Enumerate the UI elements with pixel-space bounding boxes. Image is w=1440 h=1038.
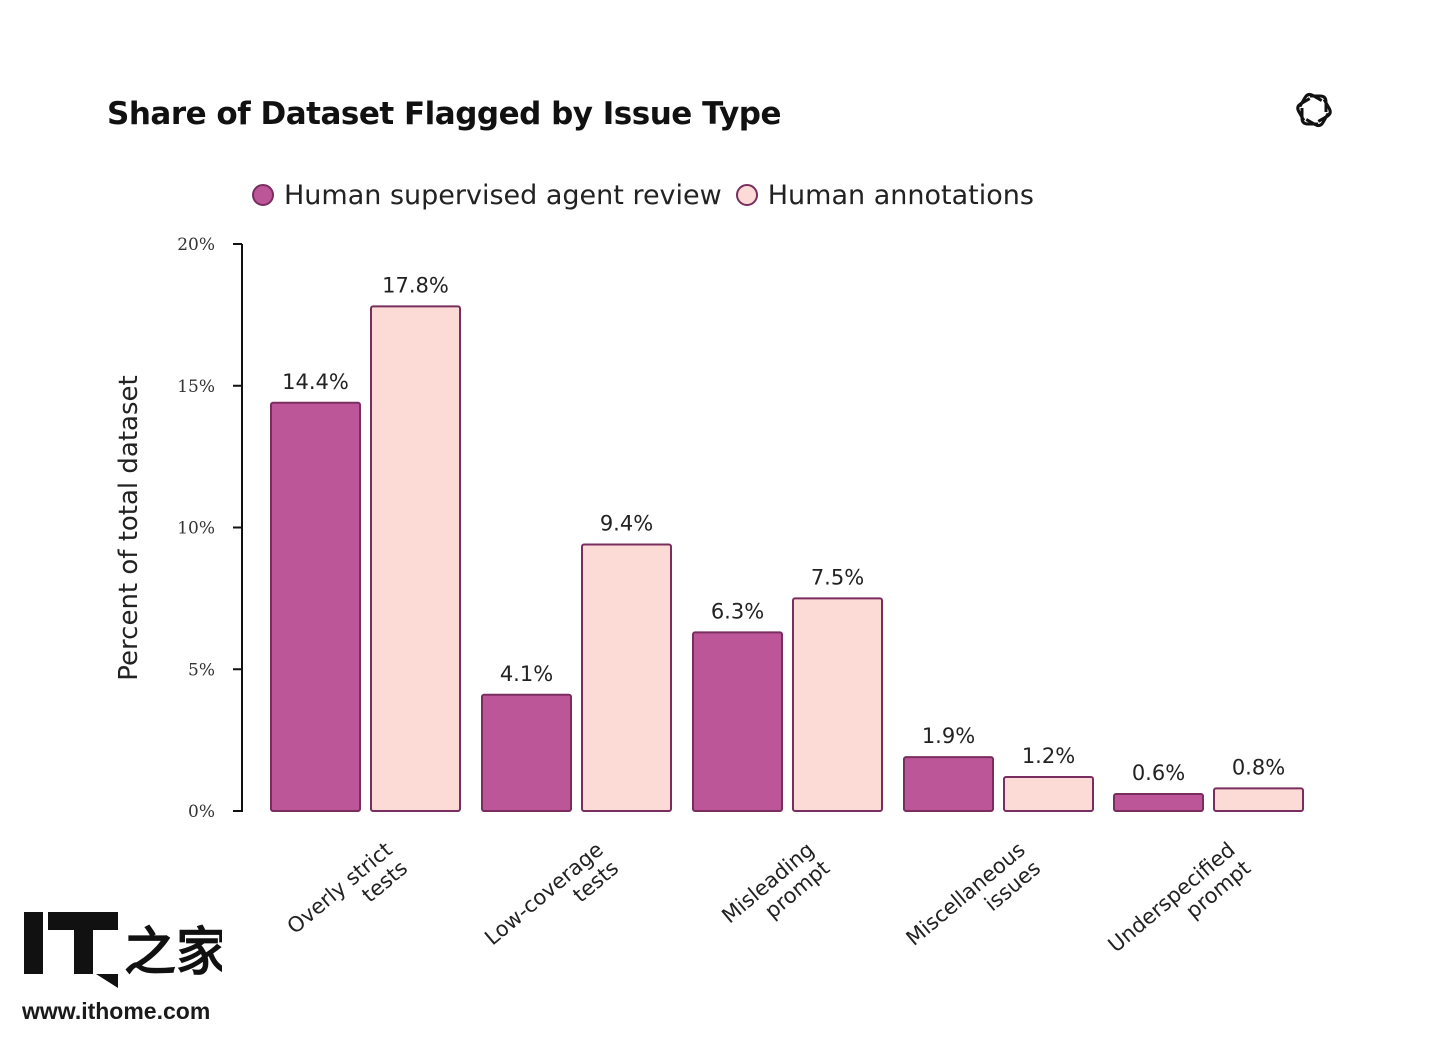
chart-legend: Human supervised agent review Human anno…: [252, 178, 1048, 212]
bar-value-label: 4.1%: [500, 662, 553, 686]
chart-title: Share of Dataset Flagged by Issue Type: [107, 96, 782, 132]
bar-agent-review: [692, 631, 783, 813]
openai-logo-icon: [1296, 93, 1332, 127]
bar-value-label: 14.4%: [282, 370, 349, 394]
y-axis-label: Percent of total dataset: [114, 375, 144, 680]
bar-human-annotations: [792, 597, 883, 812]
x-category-label: Low-coveragetests: [480, 837, 623, 968]
legend-item-series-2: Human annotations: [735, 179, 1034, 211]
bar-value-label: 17.8%: [382, 273, 449, 297]
legend-swatch-series-1: [252, 184, 274, 206]
ithome-watermark: 之家 www.ithome.com: [22, 908, 222, 1028]
x-category-label: Misleadingprompt: [717, 837, 834, 946]
x-category-label: Overly stricttests: [283, 837, 413, 957]
bar-human-annotations: [370, 305, 461, 812]
y-tick-label: 20%: [177, 235, 215, 255]
ithome-logo-suffix: 之家: [124, 923, 222, 983]
bar-value-label: 9.4%: [600, 512, 653, 536]
ithome-url: www.ithome.com: [22, 998, 211, 1024]
bar-agent-review: [1113, 792, 1204, 812]
bar-human-annotations: [1003, 775, 1094, 812]
legend-item-series-1: Human supervised agent review: [252, 180, 722, 211]
bar-agent-review: [270, 401, 361, 812]
x-category-label: Miscellaneousissues: [901, 837, 1045, 968]
bar-agent-review: [903, 756, 994, 813]
legend-label-series-2: Human annotations: [767, 179, 1034, 211]
bar-human-annotations: [1213, 787, 1304, 813]
bar-human-annotations: [581, 543, 672, 812]
bar-value-label: 1.2%: [1022, 744, 1075, 768]
x-category-label: Underspecifiedprompt: [1104, 837, 1256, 975]
bar-value-label: 1.9%: [922, 724, 975, 748]
legend-swatch-series-2: [735, 184, 758, 206]
legend-label-series-1: Human supervised agent review: [284, 179, 722, 211]
bar-value-label: 6.3%: [711, 599, 764, 623]
bar-value-label: 0.8%: [1232, 755, 1285, 779]
y-tick-label: 0%: [188, 802, 215, 822]
bar-value-label: 0.6%: [1132, 761, 1185, 785]
bar-agent-review: [481, 693, 572, 813]
ithome-logo-icon: 之家: [24, 912, 222, 988]
y-tick-label: 10%: [177, 519, 215, 539]
y-tick-label: 5%: [188, 660, 215, 680]
bar-value-label: 7.5%: [811, 565, 864, 589]
y-tick-label: 15%: [177, 377, 215, 397]
